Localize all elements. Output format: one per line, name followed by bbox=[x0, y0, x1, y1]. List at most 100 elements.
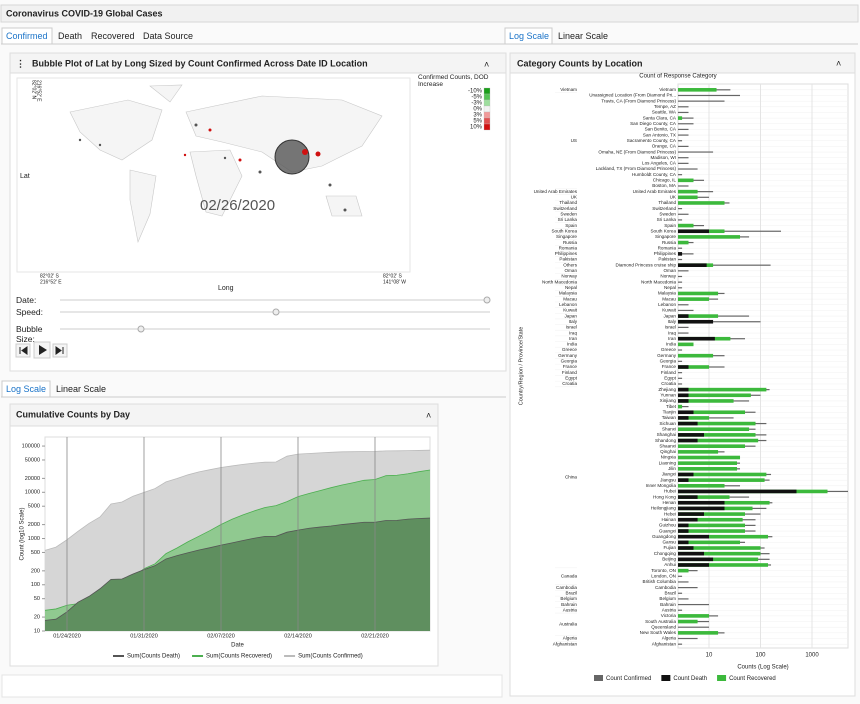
bar bbox=[678, 116, 683, 120]
bar bbox=[678, 247, 683, 249]
location-label: Orange, CA bbox=[652, 144, 677, 149]
bar bbox=[678, 598, 689, 600]
bar bbox=[678, 643, 683, 645]
bar bbox=[678, 603, 710, 606]
map-title: Bubble Plot of Lat by Long Sized by Coun… bbox=[32, 58, 368, 68]
location-label: Thailand bbox=[658, 200, 676, 205]
tab[interactable]: Confirmed bbox=[6, 31, 48, 41]
location-label: Lebanon bbox=[658, 302, 676, 307]
location-label: Vietnam bbox=[659, 87, 676, 92]
bar bbox=[678, 587, 698, 589]
bar bbox=[678, 157, 689, 159]
location-label: Inner Mongolia bbox=[646, 483, 677, 488]
country-label: Sweden bbox=[560, 211, 577, 216]
tab-selected[interactable] bbox=[504, 27, 553, 45]
x-tick-label: 02/14/2020 bbox=[284, 633, 312, 639]
bar bbox=[678, 529, 689, 533]
collapse-icon[interactable]: ˄ bbox=[484, 59, 489, 69]
bar bbox=[678, 421, 698, 426]
bar bbox=[678, 342, 694, 347]
location-label: San Diego County, CA bbox=[630, 121, 677, 126]
location-label: Xinjiang bbox=[660, 398, 677, 403]
legend-swatch bbox=[483, 117, 491, 125]
bar bbox=[678, 609, 683, 611]
country-label: Algeria bbox=[563, 636, 578, 641]
tab[interactable]: Linear Scale bbox=[558, 31, 608, 41]
bar bbox=[678, 365, 710, 369]
bar bbox=[678, 100, 725, 102]
country-label: Israel bbox=[566, 325, 577, 330]
location-label: Kuwait bbox=[662, 308, 677, 313]
slider-label: Date: bbox=[16, 295, 37, 305]
location-label: Toronto, ON bbox=[651, 568, 676, 573]
tab[interactable]: Linear Scale bbox=[56, 384, 106, 394]
header-bar bbox=[0, 4, 859, 23]
bar bbox=[678, 500, 725, 505]
collapse-icon[interactable]: ˄ bbox=[426, 410, 431, 420]
y-tick-label: 10 bbox=[34, 628, 40, 634]
bar bbox=[678, 405, 689, 408]
bar bbox=[678, 529, 746, 533]
country-label: North Macedonia bbox=[542, 279, 577, 284]
tab-selected[interactable] bbox=[1, 27, 53, 45]
bar bbox=[678, 168, 698, 170]
bar bbox=[678, 162, 689, 164]
legend-swatch bbox=[483, 99, 491, 107]
bar bbox=[678, 450, 719, 454]
country-label: Cambodia bbox=[556, 585, 577, 590]
bar bbox=[678, 219, 683, 221]
country-label: Kuwait bbox=[563, 308, 578, 313]
slider-knob[interactable] bbox=[137, 325, 145, 333]
x-tick-label: 02/07/2020 bbox=[207, 633, 235, 639]
country-label: Brazil bbox=[566, 590, 578, 595]
location-label: Los Angeles, CA bbox=[642, 161, 677, 166]
bar bbox=[678, 281, 683, 283]
legend-label: Sum(Counts Death) bbox=[127, 654, 180, 660]
bar bbox=[678, 304, 689, 306]
location-label: Pakistan bbox=[658, 257, 676, 262]
country-label: France bbox=[563, 364, 578, 369]
bar bbox=[678, 134, 689, 136]
bar bbox=[678, 201, 725, 205]
country-label: Russia bbox=[563, 240, 577, 245]
country-label: Norway bbox=[561, 274, 577, 279]
location-label: Macau bbox=[662, 296, 676, 301]
location-label: Cambodia bbox=[655, 585, 676, 590]
country-label: Switzerland bbox=[553, 206, 577, 211]
tab[interactable]: Recovered bbox=[91, 31, 135, 41]
location-label: Heilongjiang bbox=[651, 506, 677, 511]
x-tick-label: 100 bbox=[755, 653, 766, 659]
location-label: Iraq bbox=[668, 330, 676, 335]
location-label: Sichuan bbox=[659, 421, 676, 426]
y-axis-label: Count (log10 Scale) bbox=[20, 507, 26, 560]
skip-forward-icon bbox=[55, 346, 64, 355]
bar bbox=[678, 140, 683, 142]
y-axis-label: Country/Region / Province/State bbox=[518, 327, 524, 406]
location-label: UK bbox=[670, 195, 677, 200]
slider-knob[interactable] bbox=[483, 296, 491, 304]
location-label: Tempe, AZ bbox=[654, 104, 676, 109]
bar bbox=[678, 111, 689, 114]
location-label: Jiangxi bbox=[662, 472, 676, 477]
location-label: Tibet bbox=[666, 404, 677, 409]
bar bbox=[678, 517, 698, 522]
location-label: Humboldt County, CA bbox=[632, 172, 677, 177]
bar bbox=[678, 123, 694, 125]
tab[interactable]: Log Scale bbox=[509, 31, 549, 41]
bar bbox=[678, 189, 698, 194]
slider-knob[interactable] bbox=[272, 308, 280, 316]
location-label: Georgia bbox=[660, 359, 677, 364]
menu-icon[interactable]: ⋮ bbox=[16, 58, 25, 68]
bar bbox=[678, 387, 689, 392]
location-label: Philippines bbox=[654, 251, 677, 256]
bar bbox=[678, 174, 683, 176]
tab[interactable]: Data Source bbox=[143, 31, 193, 41]
tab-selected[interactable] bbox=[1, 380, 51, 398]
tab[interactable]: Log Scale bbox=[6, 384, 46, 394]
location-label: Egypt bbox=[664, 376, 676, 381]
location-label: Croatia bbox=[661, 381, 676, 386]
collapse-icon[interactable]: ˄ bbox=[836, 58, 841, 68]
location-label: Finland bbox=[661, 370, 677, 375]
tab[interactable]: Death bbox=[58, 31, 82, 41]
legend-swatch bbox=[483, 105, 491, 113]
